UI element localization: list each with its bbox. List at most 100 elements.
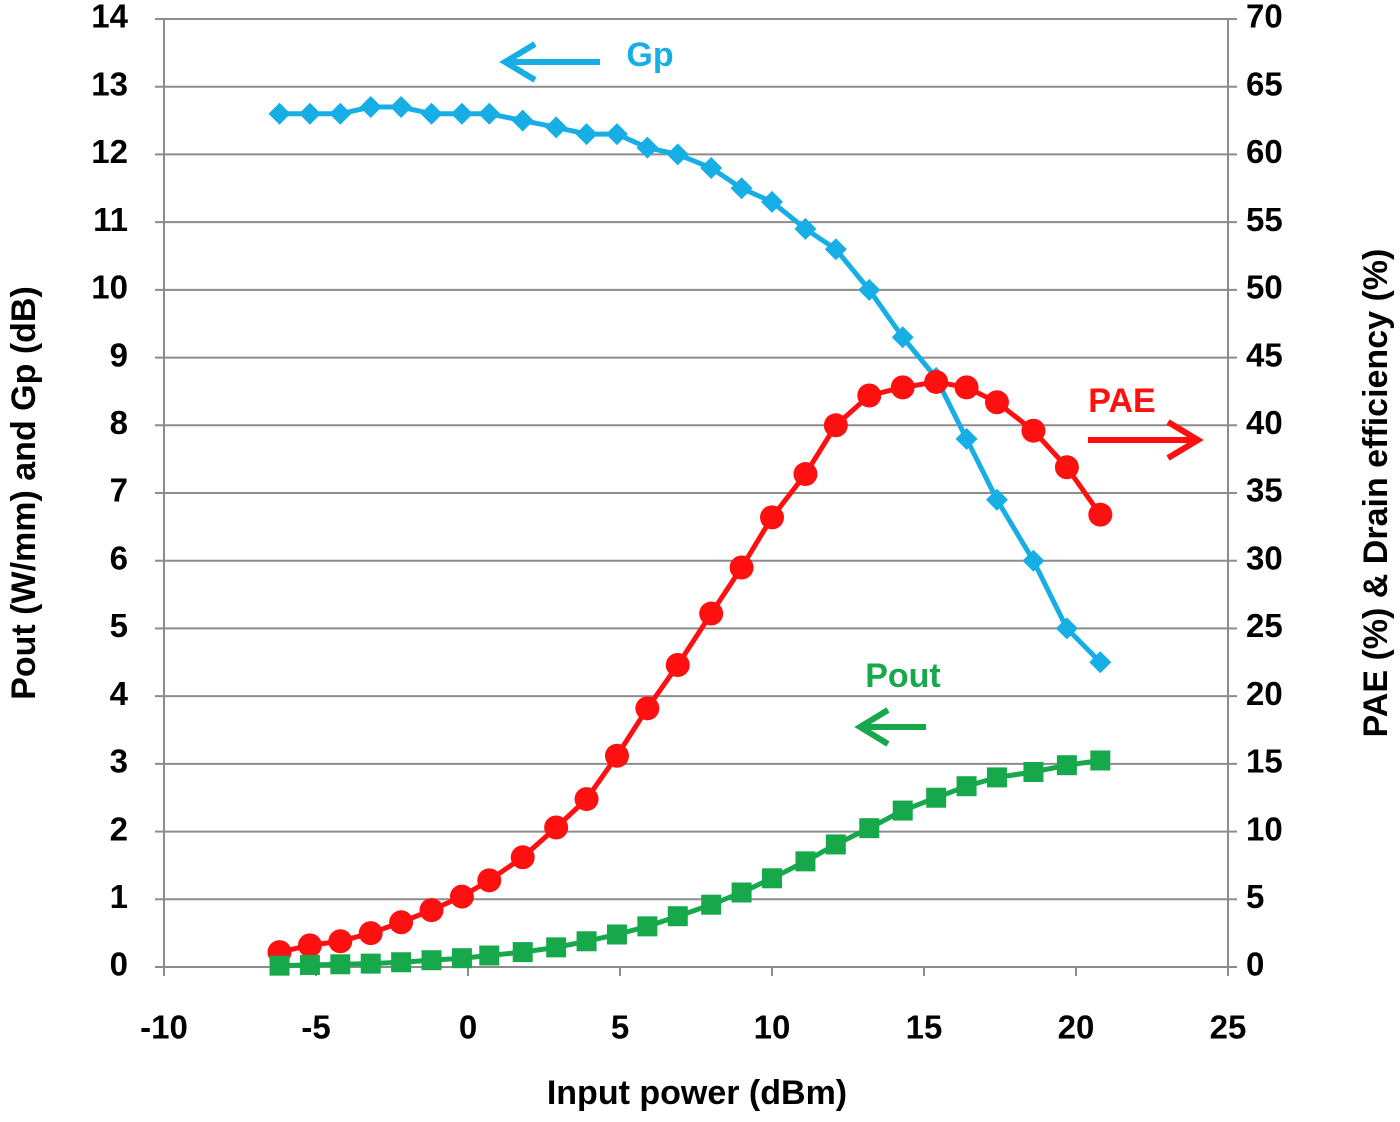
series-line [279,757,1101,969]
marker [730,177,753,200]
y2-tick-label: 10 [1246,810,1283,847]
annotation-arrows [499,41,1204,747]
marker [985,488,1008,511]
y-tick-label: 13 [91,65,128,102]
marker [1023,761,1044,782]
marker [450,102,473,125]
x-tick-label: 25 [1210,1009,1247,1046]
marker [478,102,501,125]
y-tick-label: 1 [110,878,128,915]
y2-tick-label: 45 [1246,336,1283,373]
marker [699,601,724,626]
marker [635,696,660,721]
marker [823,413,848,438]
marker [1088,502,1113,527]
marker [360,953,381,974]
marker [511,109,534,132]
marker [729,555,754,580]
marker [636,136,659,159]
marker [449,884,474,909]
series [269,750,1111,976]
x-tick-label: 10 [754,1009,791,1046]
marker [926,787,947,808]
series [268,96,1112,674]
marker [731,882,752,903]
marker [761,190,783,213]
x-tick-label: -10 [140,1009,188,1046]
marker [859,818,880,839]
y-tick-label: 9 [110,336,128,373]
marker [419,898,444,923]
marker [269,955,290,976]
y-tick-label: 2 [110,810,128,847]
marker [666,143,689,166]
marker [605,123,628,146]
marker [665,652,690,677]
marker [892,800,913,821]
marker [637,916,658,937]
marker [794,217,817,240]
y-tick-label: 6 [110,539,128,576]
marker [760,505,784,530]
marker [793,462,818,487]
y2-tick-label: 30 [1246,539,1283,576]
y2-tick-label: 20 [1246,675,1283,712]
marker [298,102,321,125]
marker [328,929,353,954]
y2-tick-label: 0 [1246,946,1264,983]
marker [451,948,472,969]
y2-tick-label: 55 [1246,201,1283,238]
pae-arrow-head [1166,419,1204,461]
y2-tick-label: 70 [1246,0,1283,35]
marker [1054,455,1079,480]
marker [858,278,881,301]
marker [824,238,847,261]
marker [575,123,598,146]
gp-annotation: Gp [626,36,673,74]
marker [701,894,722,915]
y2-tick-label: 35 [1246,472,1283,509]
pae-annotation: PAE [1088,382,1155,420]
pout-arrow-head [854,707,890,747]
y-tick-label: 11 [93,201,128,238]
y-tick-label: 0 [110,946,128,983]
y2-tick-label: 65 [1246,65,1283,102]
x-axis-title: Input power (dBm) [547,1074,847,1112]
marker [1090,750,1111,771]
marker [1056,755,1077,776]
marker [544,815,569,840]
marker [477,868,502,893]
y-tick-label: 8 [110,404,128,441]
y-tick-label: 7 [110,472,128,509]
marker [297,933,322,958]
marker [358,921,383,946]
x-tick-label: 20 [1058,1009,1095,1046]
marker [1089,651,1112,674]
marker [421,950,442,971]
y-tick-label: 4 [110,675,129,712]
y-tick-label: 10 [91,269,128,306]
y2-tick-label: 15 [1246,743,1283,780]
marker [984,390,1009,415]
y-tick-label: 5 [110,607,128,644]
y2-tick-label: 60 [1246,133,1283,170]
series [267,369,1113,965]
x-tick-label: -5 [301,1009,330,1046]
marker [986,767,1007,788]
marker [956,776,977,797]
marker [479,945,500,966]
marker [924,369,949,394]
axes [155,18,1237,976]
x-tick-label: 5 [611,1009,629,1046]
marker [546,937,567,958]
marker [389,910,414,935]
marker [299,954,320,975]
y2-axis-title: PAE (%) & Drain efficiency (%) [1357,249,1395,738]
marker [420,102,443,125]
y-tick-label: 14 [91,0,128,35]
marker [510,845,535,870]
y-tick-label: 3 [110,743,128,780]
marker [604,743,629,768]
series-line [278,379,1103,955]
y2-tick-label: 40 [1246,404,1283,441]
